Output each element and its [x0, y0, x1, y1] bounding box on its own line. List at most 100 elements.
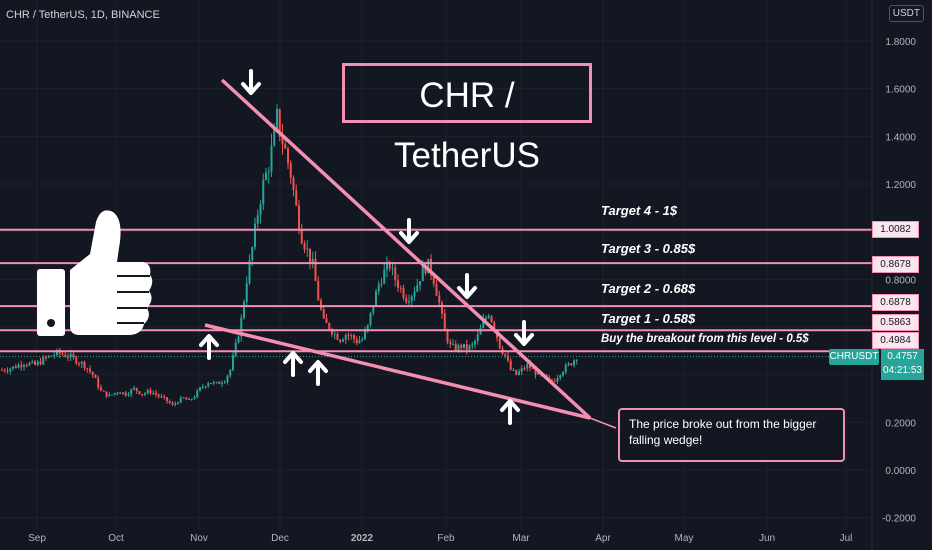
candle-body	[196, 390, 199, 398]
price-tag-buy: 0.4984	[872, 332, 919, 349]
candle-body	[498, 337, 501, 349]
currency-label[interactable]: USDT	[888, 5, 924, 22]
candle-body	[518, 371, 520, 375]
candle-body	[94, 374, 97, 379]
candle-body	[9, 368, 12, 372]
candle-body	[509, 360, 512, 370]
candle-body	[56, 350, 58, 356]
candle-body	[105, 391, 108, 397]
candle-body	[322, 309, 325, 319]
candle-body	[388, 262, 391, 269]
price-tag-target-4: 1.0082	[872, 221, 919, 238]
candle-body	[234, 342, 237, 356]
candle-body	[575, 360, 578, 362]
x-tick-label: Jul	[840, 533, 853, 544]
candle-body	[17, 364, 20, 368]
y-tick-label: 1.6000	[885, 85, 916, 96]
candle-body	[573, 360, 575, 366]
candle-body	[270, 145, 273, 172]
candle-body	[204, 386, 207, 388]
price-tag-target-3: 0.8678	[872, 256, 919, 273]
x-tick-label: Sep	[28, 533, 46, 544]
arrow-up-icon	[500, 399, 520, 425]
candle-body	[28, 362, 31, 366]
candle-body	[174, 403, 177, 405]
candle-body	[383, 269, 386, 284]
candle-body	[25, 365, 28, 367]
candle-body	[342, 339, 344, 342]
candle-body	[215, 382, 218, 384]
candle-body	[391, 267, 394, 269]
candle-body	[185, 397, 188, 400]
candle-body	[358, 340, 361, 344]
thumb-cuff-dot	[47, 319, 55, 327]
candle-body	[6, 370, 9, 372]
candle-body	[355, 339, 358, 344]
candle-body	[364, 330, 366, 339]
candle-body	[14, 366, 17, 368]
candle-body	[347, 334, 350, 336]
candle-body	[523, 368, 526, 370]
candle-body	[512, 369, 515, 371]
x-tick-label: Feb	[437, 533, 455, 544]
candle-body	[251, 247, 254, 261]
candle-body	[111, 394, 113, 396]
y-tick-label: 1.4000	[885, 132, 916, 143]
candle-body	[520, 368, 523, 372]
x-tick-label: Jun	[759, 533, 775, 544]
candle-body	[248, 260, 251, 284]
candle-body	[267, 171, 270, 173]
candle-body	[463, 343, 465, 348]
candle-body	[262, 179, 265, 205]
candle-body	[320, 300, 322, 310]
candle-body	[468, 345, 471, 350]
candle-body	[452, 343, 454, 345]
candle-body	[485, 317, 487, 320]
thumb-hand	[70, 210, 153, 335]
candle-body	[12, 366, 14, 369]
arrow-down-icon	[399, 218, 419, 244]
price-axis: 1.80001.60001.40001.20001.00000.80000.60…	[871, 0, 916, 550]
candle-body	[372, 305, 375, 313]
candle-body	[223, 381, 226, 384]
candle-body	[133, 387, 135, 390]
candle-body	[229, 369, 232, 376]
candle-body	[135, 387, 138, 392]
wedge-lower-line	[204, 323, 591, 420]
candle-body	[430, 258, 432, 276]
candle-body	[113, 392, 116, 395]
candle-body	[36, 361, 39, 365]
candle-body	[553, 380, 556, 382]
candle-body	[424, 265, 427, 274]
candle-body	[254, 223, 256, 248]
candle-body	[375, 291, 377, 306]
candle-body	[295, 189, 298, 206]
arrow-down-icon	[241, 69, 261, 95]
candle-body	[331, 329, 333, 335]
candle-body	[474, 340, 476, 345]
candle-body	[361, 338, 364, 341]
candle-body	[482, 319, 485, 328]
candle-body	[80, 362, 83, 364]
candle-body	[399, 287, 402, 289]
candle-body	[273, 129, 276, 146]
candle-body	[350, 335, 353, 337]
candle-body	[465, 343, 468, 350]
candle-body	[559, 375, 562, 378]
x-tick-label: Dec	[271, 533, 289, 544]
candle-body	[314, 258, 317, 281]
candle-body	[567, 363, 570, 366]
candle-body	[144, 393, 146, 395]
candle-body	[190, 398, 193, 400]
candle-body	[471, 344, 474, 346]
candle-body	[443, 313, 446, 331]
candle-body	[91, 371, 94, 375]
candle-body	[67, 356, 69, 358]
candle-body	[146, 390, 149, 394]
candle-body	[438, 295, 441, 303]
y-tick-label: -0.2000	[882, 514, 916, 525]
target-1-label: Target 1 - 0.58$	[601, 311, 696, 326]
chart-header: CHR / TetherUS, 1D, BINANCE	[6, 9, 160, 21]
candle-body	[163, 396, 166, 398]
